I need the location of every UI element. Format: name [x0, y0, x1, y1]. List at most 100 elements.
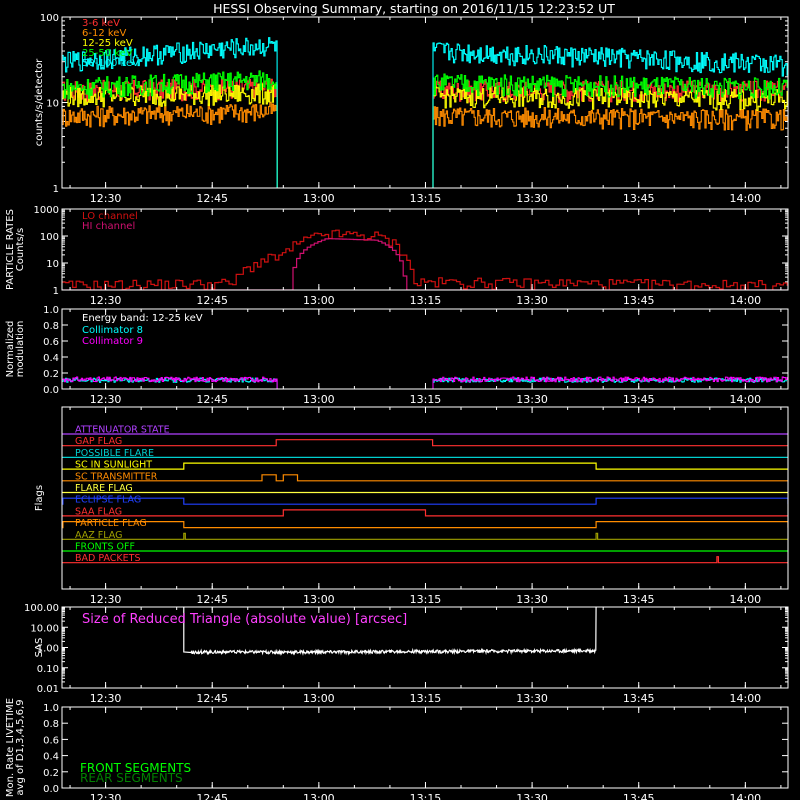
plot-area [62, 229, 788, 290]
time-tick-label: 13:00 [303, 192, 335, 205]
flag-line-gap-flag [62, 439, 788, 447]
time-tick-label: 14:00 [729, 192, 761, 205]
flag-label: FRONTS OFF [75, 542, 135, 553]
flag-label: SAA FLAG [75, 506, 122, 517]
flag-label: SC IN SUNLIGHT [75, 460, 152, 471]
time-tick-label: 13:15 [410, 294, 442, 307]
y-axis-label: counts/s/detector [34, 58, 45, 146]
y-axis-label: modulation [15, 321, 26, 378]
time-tick-label: 13:45 [623, 294, 655, 307]
flag-line-aaz-flag [62, 532, 788, 540]
time-tick-label: 13:15 [410, 792, 442, 800]
time-tick-label: 13:00 [303, 792, 335, 800]
y-tick-label: 10.00 [30, 623, 59, 634]
y-tick-label: 0.2 [43, 369, 59, 380]
panel-frame [61, 208, 789, 291]
sas-triangle-line [183, 607, 597, 656]
y-tick-label: 0.2 [43, 768, 59, 779]
y-tick-label: 1 [53, 184, 59, 195]
y-tick-label: 0.0 [43, 784, 59, 795]
time-tick-label: 12:30 [90, 192, 122, 205]
time-tick-label: 12:45 [196, 792, 228, 800]
time-axis-livetime: 12:30 12:45 13:00 13:15 13:30 13:45 14:00 [69, 707, 782, 800]
y-tick-label: 0.4 [43, 752, 59, 763]
plot-area [62, 37, 788, 188]
time-tick-label: 14:00 [729, 393, 761, 406]
time-tick-label: 12:30 [90, 692, 122, 705]
time-tick-label: 13:45 [623, 792, 655, 800]
flag-line-sc-transmitter [62, 474, 788, 482]
panel-sas: 0.01 0.10 1.00 10.00 100.00 SAS Size of Reduce… [24, 603, 789, 695]
y-axis-label: Normalized [5, 321, 16, 378]
y-axis-label: Mon. Rate LIVETIME [5, 698, 16, 797]
y-axis-label: Flags [34, 485, 45, 511]
time-tick-label: 13:00 [303, 692, 335, 705]
y-tick-label: 0.10 [37, 664, 59, 675]
series-line-6-12-keV [62, 101, 788, 188]
time-tick-label: 12:30 [90, 393, 122, 406]
series-line-HI-channel [62, 238, 788, 290]
y-tick-label: 1.0 [43, 305, 59, 316]
time-tick-label: 13:30 [516, 792, 548, 800]
y-tick-label: 0.8 [43, 719, 59, 730]
series-line-3-6-keV [62, 78, 788, 188]
legend-entry: 6-12 keV [82, 28, 126, 39]
plot-area [62, 376, 788, 389]
y-tick-label: 0.8 [43, 321, 59, 332]
y-axis-label: avg of D1,3,4,5,6,9 [15, 699, 26, 795]
time-axis-flags: 12:30 12:45 13:00 13:15 13:30 13:45 14:00 [69, 407, 782, 606]
y-tick-label: 100 [40, 232, 59, 243]
legend-entry: 3-6 keV [82, 18, 120, 29]
flag-label: ECLIPSE FLAG [75, 495, 141, 506]
flag-label: SC TRANSMITTER [75, 471, 158, 482]
y-tick-label: 0.01 [37, 684, 59, 695]
flag-line-sc-in-sunlight [62, 462, 788, 470]
y-tick-label: 1.00 [37, 644, 59, 655]
legend-entry: HI channel [82, 221, 135, 232]
y-tick-label: 0.6 [43, 735, 59, 746]
time-tick-label: 12:45 [196, 192, 228, 205]
time-axis-modulation: 12:30 12:45 13:00 13:15 13:30 13:45 14:00 [69, 309, 782, 406]
plot-area [62, 433, 788, 564]
y-tick-label: 100.00 [24, 603, 59, 614]
legend-entry: Collimator 8 [82, 325, 143, 336]
y-tick-label: 10 [46, 259, 59, 270]
time-axis-sas: 12:30 12:45 13:00 13:15 13:30 13:45 14:00 [69, 607, 782, 705]
legend-entry: FRONT SEGMENTS [80, 761, 191, 775]
time-tick-label: 12:30 [90, 792, 122, 800]
time-tick-label: 13:45 [623, 393, 655, 406]
time-tick-label: 12:30 [90, 294, 122, 307]
time-tick-label: 12:45 [196, 294, 228, 307]
time-tick-label: 13:15 [410, 393, 442, 406]
panel-annotation: Size of Reduced Triangle (absolute value… [82, 612, 407, 627]
time-tick-label: 13:00 [303, 393, 335, 406]
time-tick-label: 12:30 [90, 593, 122, 606]
plot-area [183, 607, 597, 656]
time-tick-label: 14:00 [729, 593, 761, 606]
legend-entry: 12-25 keV [82, 38, 133, 49]
y-tick-label: 1000 [34, 205, 59, 216]
time-axis-particle-rates: 12:30 12:45 13:00 13:15 13:30 13:45 14:00 [69, 209, 782, 307]
y-tick-label: 0.4 [43, 353, 59, 364]
y-tick-label: 0.0 [43, 385, 59, 396]
legend-entry: Collimator 9 [82, 336, 143, 347]
y-axis-label: SAS [34, 638, 45, 658]
time-tick-label: 13:15 [410, 593, 442, 606]
y-tick-label: 100 [40, 13, 59, 24]
flag-label: PARTICLE FLAG [75, 518, 147, 529]
time-tick-label: 14:00 [729, 294, 761, 307]
y-tick-label: 1 [53, 286, 59, 297]
legend-entry: 50-100 keV [82, 58, 139, 69]
flag-line-particle-flag [62, 521, 788, 529]
time-tick-label: 13:30 [516, 294, 548, 307]
panel-annotation: Energy band: 12-25 keV [82, 313, 203, 324]
time-tick-label: 13:00 [303, 294, 335, 307]
time-tick-label: 13:30 [516, 692, 548, 705]
legend-entry: LO channel [82, 211, 138, 222]
flag-line-bad-packets [62, 556, 788, 564]
page-title: HESSI Observing Summary, starting on 201… [213, 1, 615, 16]
y-tick-label: 10 [46, 99, 59, 110]
